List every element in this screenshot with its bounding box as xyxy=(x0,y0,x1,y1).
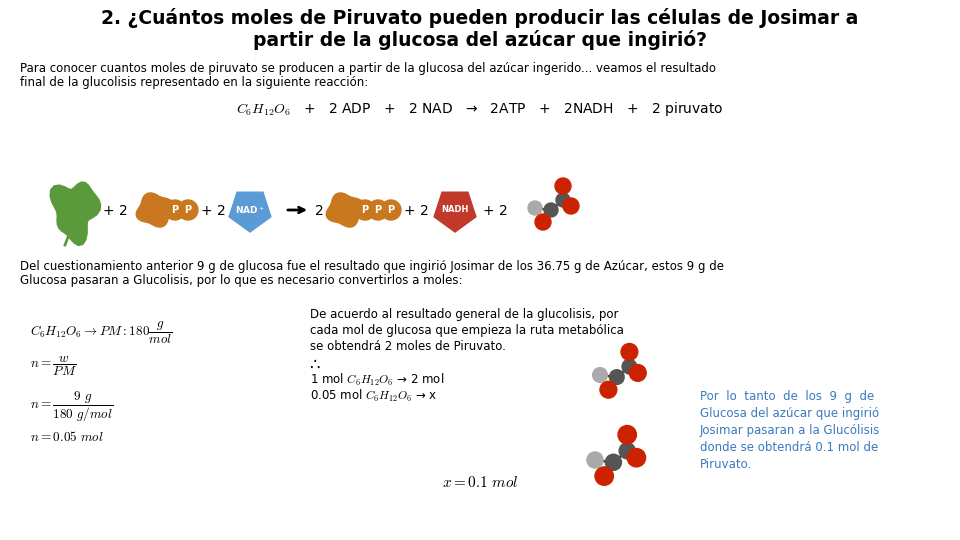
Text: Glucosa pasaran a Glucolisis, por lo que es necesario convertirlos a moles:: Glucosa pasaran a Glucolisis, por lo que… xyxy=(20,274,463,287)
Text: $n = 0.05\ mol$: $n = 0.05\ mol$ xyxy=(30,430,104,444)
Circle shape xyxy=(610,370,624,384)
Text: Por  lo  tanto  de  los  9  g  de: Por lo tanto de los 9 g de xyxy=(700,390,875,403)
Text: + 2: + 2 xyxy=(201,204,226,218)
Circle shape xyxy=(600,381,616,398)
Text: ∴: ∴ xyxy=(310,356,321,374)
Text: cada mol de glucosa que empieza la ruta metabólica: cada mol de glucosa que empieza la ruta … xyxy=(310,324,624,337)
Circle shape xyxy=(556,193,570,207)
Text: Josimar pasaran a la Glucólisis: Josimar pasaran a la Glucólisis xyxy=(700,424,880,437)
Circle shape xyxy=(606,454,621,470)
Text: Para conocer cuantos moles de piruvato se producen a partir de la glucosa del az: Para conocer cuantos moles de piruvato s… xyxy=(20,62,716,75)
Text: P: P xyxy=(361,205,369,215)
Text: 0.05 mol $C_6H_{12}O_6$ → x: 0.05 mol $C_6H_{12}O_6$ → x xyxy=(310,388,438,404)
Circle shape xyxy=(630,364,646,381)
Text: $C_6H_{12}O_6$   +   2 ADP   +   2 NAD   →   2ATP   +   2NADH   +   2 piruvato: $C_6H_{12}O_6$ + 2 ADP + 2 NAD → 2ATP + … xyxy=(236,100,724,118)
Circle shape xyxy=(535,214,551,230)
Circle shape xyxy=(368,200,388,220)
Circle shape xyxy=(627,449,645,467)
Circle shape xyxy=(621,343,637,360)
Circle shape xyxy=(592,368,608,382)
Text: $C_6H_{12}O_6 \rightarrow PM: 180\dfrac{g}{mol}$: $C_6H_{12}O_6 \rightarrow PM: 180\dfrac{… xyxy=(30,320,173,346)
Polygon shape xyxy=(326,193,364,227)
Text: 1 mol $C_6H_{12}O_6$ → 2 mol: 1 mol $C_6H_{12}O_6$ → 2 mol xyxy=(310,372,444,388)
Circle shape xyxy=(587,452,603,468)
Text: P: P xyxy=(172,205,179,215)
Text: 2. ¿Cuántos moles de Piruvato pueden producir las células de Josimar a: 2. ¿Cuántos moles de Piruvato pueden pro… xyxy=(102,8,858,28)
Polygon shape xyxy=(136,193,174,227)
Text: Glucosa del azúcar que ingirió: Glucosa del azúcar que ingirió xyxy=(700,407,879,420)
Text: P: P xyxy=(374,205,381,215)
Text: De acuerdo al resultado general de la glucolisis, por: De acuerdo al resultado general de la gl… xyxy=(310,308,618,321)
Circle shape xyxy=(381,200,401,220)
Circle shape xyxy=(178,200,198,220)
Text: NADH: NADH xyxy=(442,206,468,214)
Circle shape xyxy=(165,200,185,220)
Text: $n = \dfrac{9\ g}{180\ g/mol}$: $n = \dfrac{9\ g}{180\ g/mol}$ xyxy=(30,390,113,424)
Text: P: P xyxy=(388,205,395,215)
Text: $n = \dfrac{w}{PM}$: $n = \dfrac{w}{PM}$ xyxy=(30,355,77,378)
Text: Del cuestionamiento anterior 9 g de glucosa fue el resultado que ingirió Josimar: Del cuestionamiento anterior 9 g de gluc… xyxy=(20,260,724,273)
Text: + 2: + 2 xyxy=(103,204,128,218)
Text: + 2: + 2 xyxy=(404,204,429,218)
Circle shape xyxy=(528,201,542,215)
Circle shape xyxy=(619,443,636,459)
Text: final de la glucolisis representado en la siguiente reacción:: final de la glucolisis representado en l… xyxy=(20,76,369,89)
Text: P: P xyxy=(184,205,192,215)
Circle shape xyxy=(555,178,571,194)
Text: $x = 0.1\ mol$: $x = 0.1\ mol$ xyxy=(442,475,518,490)
Circle shape xyxy=(563,198,579,214)
Text: Piruvato.: Piruvato. xyxy=(700,458,753,471)
Circle shape xyxy=(595,467,613,485)
Circle shape xyxy=(544,203,558,217)
Circle shape xyxy=(618,426,636,444)
Text: se obtendrá 2 moles de Piruvato.: se obtendrá 2 moles de Piruvato. xyxy=(310,340,506,353)
Text: partir de la glucosa del azúcar que ingirió?: partir de la glucosa del azúcar que ingi… xyxy=(253,30,707,50)
Text: 2: 2 xyxy=(315,204,324,218)
Circle shape xyxy=(622,359,636,374)
Text: NAD$^+$: NAD$^+$ xyxy=(235,204,265,216)
Text: + 2: + 2 xyxy=(483,204,508,218)
Circle shape xyxy=(355,200,375,220)
Polygon shape xyxy=(50,182,101,245)
Text: donde se obtendrá 0.1 mol de: donde se obtendrá 0.1 mol de xyxy=(700,441,878,454)
